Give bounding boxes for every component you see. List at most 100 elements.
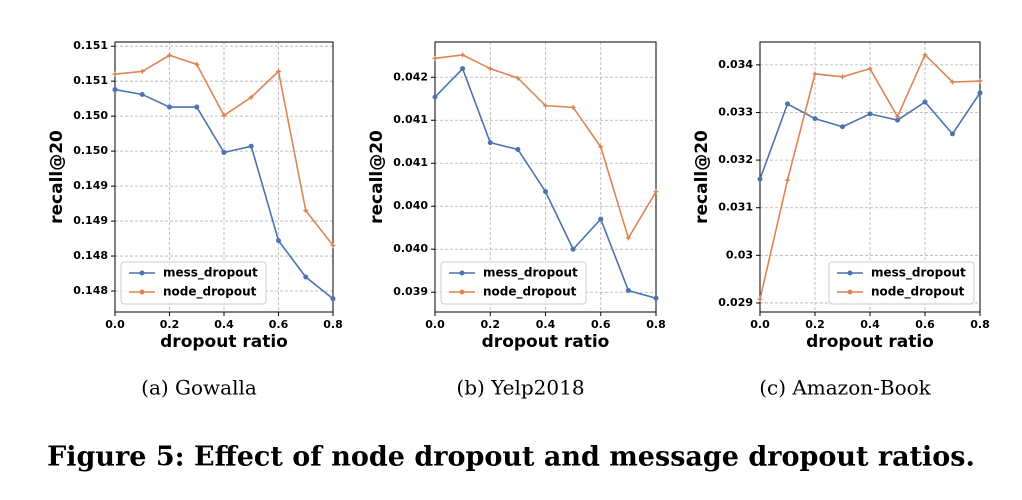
point xyxy=(139,68,146,75)
y-tick-label: 0.040 xyxy=(393,242,428,255)
point xyxy=(598,216,604,222)
point xyxy=(330,296,336,302)
point xyxy=(840,124,845,130)
point xyxy=(625,288,631,294)
point xyxy=(487,140,493,146)
point xyxy=(167,104,172,110)
point xyxy=(895,117,900,123)
legend-box xyxy=(120,261,267,305)
y-tick-label: 0.032 xyxy=(718,153,753,166)
y-tick-label: 0.149 xyxy=(73,179,108,192)
point xyxy=(459,51,466,58)
point xyxy=(112,87,118,93)
x-axis-label: dropout ratio xyxy=(160,332,288,352)
y-tick-label: 0.148 xyxy=(73,249,108,262)
x-tick-label: 0.0 xyxy=(105,318,125,331)
point xyxy=(515,146,521,152)
y-tick-label: 0.031 xyxy=(718,201,753,214)
y-tick-label: 0.040 xyxy=(393,199,428,212)
y-tick-label: 0.029 xyxy=(718,296,753,309)
point xyxy=(330,242,336,249)
point xyxy=(977,78,983,85)
point xyxy=(812,116,818,122)
point xyxy=(757,296,763,303)
y-tick-label: 0.148 xyxy=(73,284,108,297)
x-tick-label: 0.6 xyxy=(269,318,289,331)
point xyxy=(757,176,763,182)
point xyxy=(432,55,438,62)
plot-frame xyxy=(114,41,334,313)
point xyxy=(785,101,790,107)
legend-marker xyxy=(459,289,465,295)
x-tick-label: 0.8 xyxy=(323,318,343,331)
y-tick-label: 0.149 xyxy=(73,214,108,227)
y-tick-label: 0.151 xyxy=(73,74,108,87)
point xyxy=(221,150,227,156)
y-tick-label: 0.033 xyxy=(718,105,753,118)
x-axis-label: dropout ratio xyxy=(482,332,610,352)
x-tick-label: 0.4 xyxy=(214,318,234,331)
x-axis-label: dropout ratio xyxy=(806,332,934,352)
y-tick-label: 0.041 xyxy=(393,113,428,126)
point xyxy=(460,66,466,72)
legend-marker xyxy=(847,270,853,276)
point xyxy=(487,65,494,72)
legend-box xyxy=(440,261,587,305)
x-tick-label: 0.8 xyxy=(646,318,666,331)
x-tick-label: 0.6 xyxy=(591,318,611,331)
point xyxy=(248,143,254,149)
point xyxy=(867,111,873,117)
x-tick-label: 0.8 xyxy=(970,318,990,331)
point xyxy=(625,235,632,242)
y-axis-label: recall@20 xyxy=(692,130,712,224)
point xyxy=(894,113,901,120)
legend-marker xyxy=(459,270,465,276)
x-tick-label: 0.2 xyxy=(160,318,180,331)
point xyxy=(570,246,576,252)
y-axis-label: recall@20 xyxy=(47,130,67,224)
point xyxy=(276,238,281,244)
point xyxy=(867,65,873,72)
point xyxy=(653,188,659,195)
subfigure-caption: (b) Yelp2018 xyxy=(456,376,584,400)
x-tick-label: 0.4 xyxy=(860,318,880,331)
point xyxy=(303,274,309,280)
x-tick-label: 0.4 xyxy=(536,318,556,331)
legend-label: node_dropout xyxy=(483,285,577,300)
point xyxy=(839,73,846,80)
point xyxy=(248,94,255,101)
point xyxy=(570,104,577,111)
x-tick-label: 0.0 xyxy=(750,318,770,331)
point xyxy=(139,91,145,97)
legend-label: mess_dropout xyxy=(871,266,966,281)
point xyxy=(812,70,818,77)
point xyxy=(784,177,791,184)
legend-label: mess_dropout xyxy=(163,266,258,281)
point xyxy=(166,52,173,59)
y-tick-label: 0.042 xyxy=(393,70,428,83)
point xyxy=(542,102,549,109)
y-tick-label: 0.150 xyxy=(73,144,108,157)
y-tick-label: 0.034 xyxy=(718,58,753,71)
point xyxy=(597,143,604,150)
point xyxy=(543,189,548,195)
y-axis-label: recall@20 xyxy=(367,130,387,224)
point xyxy=(275,68,282,75)
legend-label: node_dropout xyxy=(163,285,257,300)
point xyxy=(949,79,956,85)
legend-label: mess_dropout xyxy=(483,266,578,281)
legend-label: node_dropout xyxy=(871,285,965,300)
y-tick-label: 0.150 xyxy=(73,109,108,122)
y-tick-label: 0.039 xyxy=(393,285,428,298)
point xyxy=(112,71,118,78)
y-tick-label: 0.041 xyxy=(393,156,428,169)
y-tick-label: 0.03 xyxy=(726,248,753,261)
x-tick-label: 0.6 xyxy=(915,318,935,331)
point xyxy=(221,112,227,119)
point xyxy=(194,104,200,110)
x-tick-label: 0.2 xyxy=(805,318,825,331)
series-line xyxy=(759,92,981,180)
legend-box xyxy=(828,261,975,305)
subfigure-caption: (a) Gowalla xyxy=(141,376,257,400)
